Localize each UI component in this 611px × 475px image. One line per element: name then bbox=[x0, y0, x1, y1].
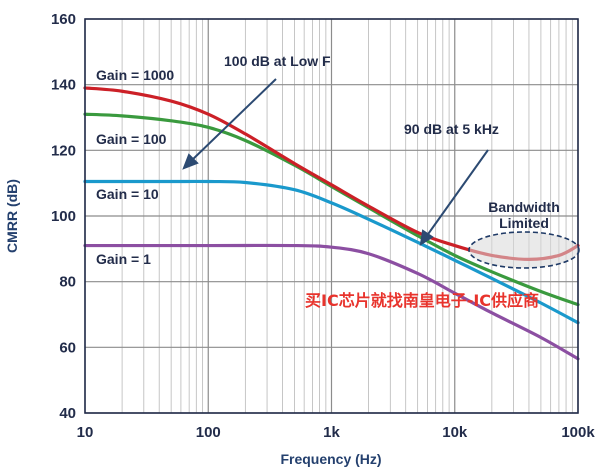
arrow-5khz-line bbox=[425, 149, 489, 238]
x-tick-label: 1k bbox=[323, 424, 340, 441]
y-tick-label: 160 bbox=[51, 11, 76, 28]
series-label-gain-10: Gain = 10 bbox=[96, 186, 159, 202]
annotation-bandwidth: Bandwidth bbox=[488, 199, 560, 215]
x-tick-label: 10 bbox=[77, 424, 94, 441]
y-axis-title: CMRR (dB) bbox=[4, 179, 20, 253]
annotation-arrows bbox=[182, 78, 489, 247]
annotation-90db-5khz: 90 dB at 5 kHz bbox=[404, 121, 499, 137]
x-axis-title: Frequency (Hz) bbox=[280, 451, 381, 467]
arrow-low-f-line bbox=[189, 78, 277, 163]
arrow-5khz-head bbox=[419, 229, 434, 247]
y-tick-labels: 40 60 80 100 120 140 160 bbox=[51, 11, 76, 422]
bandwidth-limited-ellipse bbox=[468, 231, 580, 269]
series-label-gain-1: Gain = 1 bbox=[96, 251, 151, 267]
y-tick-label: 140 bbox=[51, 77, 76, 94]
annotation-100db-low-f: 100 dB at Low F bbox=[224, 53, 331, 69]
y-tick-label: 120 bbox=[51, 142, 76, 159]
x-tick-label: 100 bbox=[196, 424, 221, 441]
y-tick-label: 60 bbox=[59, 339, 76, 356]
series-label-gain-100: Gain = 100 bbox=[96, 131, 167, 147]
series-label-gain-1000: Gain = 1000 bbox=[96, 67, 174, 83]
grid bbox=[84, 18, 579, 414]
series-line-gain-10 bbox=[83, 179, 580, 325]
arrow-low-f-head bbox=[182, 153, 199, 170]
annotation-limited: Limited bbox=[499, 215, 549, 231]
plot-frame bbox=[84, 18, 579, 414]
y-tick-label: 100 bbox=[51, 208, 76, 225]
x-tick-label: 10k bbox=[442, 424, 468, 441]
y-tick-label: 80 bbox=[59, 274, 76, 291]
y-tick-label: 40 bbox=[59, 405, 76, 422]
x-tick-labels: 10 100 1k 10k 100k bbox=[77, 424, 596, 441]
x-tick-label: 100k bbox=[561, 424, 595, 441]
watermark-text: 买IC芯片就找南皇电子-IC供应商 bbox=[305, 291, 539, 310]
series-line-gain-1 bbox=[83, 243, 580, 361]
